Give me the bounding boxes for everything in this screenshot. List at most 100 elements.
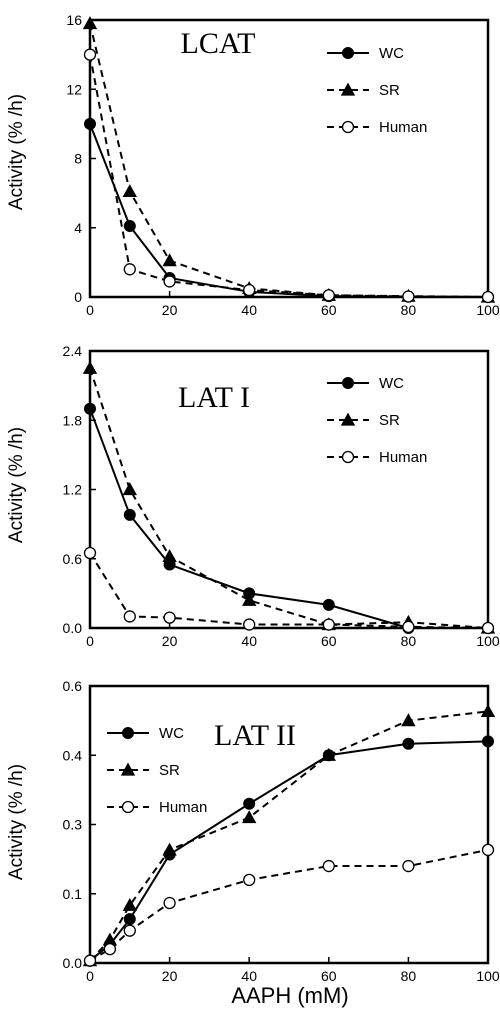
data-point-human [243,283,256,297]
legend-entry-human: Human [327,119,427,136]
data-point-human [123,924,136,937]
legend-marker [341,120,355,134]
series-sr [82,360,496,634]
series-human [83,546,495,635]
chart-title: LAT II [214,719,296,752]
legend-marker [340,412,356,426]
legend-label: WC [379,375,404,392]
x-tick-label: 60 [321,968,337,984]
y-tick-label: 2.4 [63,343,83,359]
data-point-human [123,263,136,276]
plot-frame [88,18,490,299]
data-point-sr [162,549,177,563]
y-tick-label: 0 [74,289,82,305]
data-point-sr [162,253,177,267]
x-tick-label: 40 [241,968,257,984]
y-tick-label: 1.8 [63,412,83,428]
x-tick-label: 20 [162,302,178,318]
data-point-wc [123,220,136,233]
legend-label: Human [379,449,427,466]
data-point-human [163,275,176,288]
data-point-sr [401,713,416,727]
series-line-sr [89,368,489,629]
data-point-wc [123,913,136,926]
legend-label: SR [159,762,180,779]
x-tick-label: 40 [241,302,257,318]
data-point-sr [480,704,496,717]
series-line-wc [89,408,488,629]
data-point-human [481,621,495,635]
y-tick-label: 0.4 [63,747,83,763]
legend-label: SR [379,82,400,99]
y-tick-label: 0.6 [63,551,83,567]
data-point-sr [82,16,98,30]
data-point-wc [402,737,415,750]
data-point-sr [321,747,336,761]
x-tick-label: 0 [86,633,94,649]
series-line-sr [89,23,489,298]
data-point-human [402,859,415,873]
chart-panel-lat-i: LAT I Activity (% /h) 0 20 40 60 80 100 0.0 0.6… [6,343,500,649]
y-tick-label: 0.0 [63,955,83,971]
data-point-sr [162,842,177,856]
data-point-wc [84,117,96,130]
chart-title: LAT I [178,381,250,414]
legend-entry-sr: SR [107,762,180,779]
legend-entry-human: Human [327,449,427,466]
series-line-human [89,552,489,629]
data-point-sr [122,184,137,197]
legend-label: SR [379,412,400,429]
series-line-wc [89,123,489,298]
data-point-sr [242,810,257,824]
data-point-human [83,954,97,967]
x-tick-label: 0 [86,968,94,984]
data-point-human [322,859,335,873]
x-tick-label: 100 [476,968,500,984]
x-tick-label: 80 [401,633,417,649]
data-point-wc [482,735,494,748]
legend-label: WC [379,45,404,62]
y-tick-label: 0.1 [63,886,83,902]
y-axis-label: Activity (% /h) [6,94,27,210]
chart-title: LCAT [181,27,256,60]
data-point-sr [122,482,137,496]
legend-entry-wc: WC [107,725,184,742]
data-point-human [481,843,495,857]
chart-panel-lcat: LCAT Activity (% /h) 0 20 40 60 80 100 0 4 8 12 16… [6,12,500,318]
legend-marker [120,762,136,776]
legend-label: WC [159,725,184,742]
chart-panel-lat-ii: LAT II Activity (% /h) AAPH (mM) 0 20 40 60… [6,678,500,1008]
data-point-human [103,943,117,956]
y-tick-label: 1.2 [63,482,83,498]
y-tick-label: 4 [74,220,82,236]
x-tick-label: 40 [241,633,257,649]
x-tick-label: 0 [86,302,94,318]
legend-entry-wc: WC [327,375,404,392]
plot-frame [88,349,490,630]
data-point-human [83,546,97,560]
legend-marker [122,727,134,739]
x-tick-label: 60 [321,633,337,649]
x-tick-label: 100 [476,302,500,318]
data-point-human [481,290,495,304]
series-human [83,843,495,967]
data-point-sr [82,360,98,374]
data-point-sr [122,897,137,911]
legend-entry-sr: SR [327,412,400,429]
legend-entry-wc: WC [327,45,404,62]
data-point-sr [242,592,257,606]
legend-marker [342,377,354,389]
legend-label: Human [159,799,207,816]
data-point-wc [243,797,256,810]
legend-marker [341,450,355,464]
data-point-human [322,618,335,631]
series-sr [82,16,496,303]
x-tick-label: 80 [401,968,417,984]
series-line-wc [89,740,489,962]
x-tick-label: 100 [476,633,500,649]
data-point-wc [84,402,96,415]
series-line-human [89,54,489,298]
x-tick-label: 20 [162,968,178,984]
legend-entry-human: Human [107,799,207,816]
